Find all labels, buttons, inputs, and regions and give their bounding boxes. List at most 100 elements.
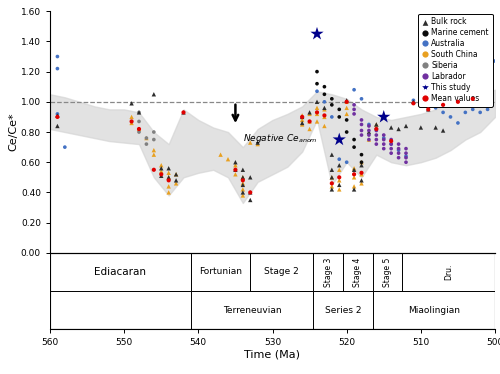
Point bbox=[372, 141, 380, 147]
Point bbox=[164, 174, 172, 180]
Point bbox=[158, 168, 166, 174]
Point bbox=[410, 97, 418, 103]
Point bbox=[358, 170, 366, 176]
Point bbox=[246, 140, 254, 145]
Point bbox=[358, 152, 366, 158]
Point bbox=[380, 135, 388, 141]
Point bbox=[350, 111, 358, 117]
Point bbox=[358, 117, 366, 123]
Point bbox=[336, 182, 344, 188]
Point bbox=[320, 114, 328, 120]
Point bbox=[417, 125, 425, 131]
Point bbox=[54, 123, 62, 129]
Point bbox=[417, 99, 425, 105]
Point bbox=[54, 111, 62, 117]
Point bbox=[313, 31, 321, 37]
Point bbox=[372, 122, 380, 128]
Point bbox=[469, 96, 477, 102]
Point bbox=[358, 171, 366, 177]
Point bbox=[172, 171, 180, 177]
Point bbox=[254, 141, 262, 147]
Point bbox=[336, 167, 344, 173]
Text: Series 2: Series 2 bbox=[324, 306, 361, 315]
Point bbox=[150, 137, 158, 142]
Point bbox=[350, 174, 358, 180]
Point bbox=[387, 150, 395, 156]
Point bbox=[342, 117, 350, 123]
Point bbox=[164, 174, 172, 180]
Point bbox=[432, 105, 440, 111]
Point bbox=[462, 61, 469, 67]
Point bbox=[358, 159, 366, 165]
Point bbox=[232, 162, 239, 168]
Point bbox=[180, 110, 188, 116]
Point bbox=[180, 110, 188, 116]
Point bbox=[320, 105, 328, 111]
Point bbox=[128, 100, 136, 106]
Point bbox=[336, 162, 344, 168]
Point bbox=[336, 186, 344, 192]
Point bbox=[142, 141, 150, 147]
Point bbox=[320, 84, 328, 90]
Point bbox=[135, 119, 143, 125]
Point bbox=[232, 159, 239, 165]
Point bbox=[342, 99, 350, 105]
Point bbox=[135, 110, 143, 116]
Point bbox=[387, 145, 395, 151]
Text: Stage 3: Stage 3 bbox=[324, 257, 332, 286]
Point bbox=[484, 102, 492, 108]
Point bbox=[372, 132, 380, 138]
Point bbox=[142, 135, 150, 141]
Point bbox=[246, 174, 254, 180]
Point bbox=[313, 99, 321, 105]
Text: Fortunian: Fortunian bbox=[199, 267, 242, 276]
Bar bbox=[402, 253, 495, 291]
Point bbox=[320, 106, 328, 112]
Point bbox=[158, 171, 166, 177]
Point bbox=[365, 132, 373, 138]
Point bbox=[402, 153, 410, 159]
Point bbox=[342, 159, 350, 165]
Point bbox=[454, 99, 462, 105]
Point bbox=[365, 137, 373, 142]
Point bbox=[342, 105, 350, 111]
Point bbox=[372, 137, 380, 142]
Point bbox=[469, 106, 477, 112]
Point bbox=[380, 145, 388, 151]
Point bbox=[350, 87, 358, 93]
Point bbox=[410, 99, 418, 105]
Point bbox=[135, 110, 143, 116]
Point bbox=[342, 99, 350, 105]
Point bbox=[246, 189, 254, 195]
Point bbox=[128, 120, 136, 126]
Point bbox=[172, 180, 180, 186]
Point bbox=[150, 129, 158, 135]
Point bbox=[232, 167, 239, 173]
Point bbox=[336, 114, 344, 120]
Text: Dru.: Dru. bbox=[444, 264, 453, 280]
Point bbox=[224, 156, 232, 162]
Point bbox=[372, 126, 380, 132]
Point bbox=[298, 117, 306, 123]
Point bbox=[254, 140, 262, 145]
Point bbox=[454, 120, 462, 126]
Point bbox=[372, 126, 380, 132]
Point bbox=[446, 114, 454, 120]
Point bbox=[342, 129, 350, 135]
Point bbox=[313, 88, 321, 94]
Point bbox=[365, 128, 373, 134]
Point bbox=[358, 132, 366, 138]
Point bbox=[246, 189, 254, 195]
Point bbox=[164, 183, 172, 189]
Point bbox=[358, 159, 366, 165]
Point bbox=[350, 144, 358, 150]
Point bbox=[158, 162, 166, 168]
Point bbox=[54, 113, 62, 119]
Point bbox=[239, 186, 247, 192]
Bar bbox=[50, 253, 191, 291]
Point bbox=[313, 110, 321, 116]
Point bbox=[306, 110, 314, 116]
Point bbox=[306, 126, 314, 132]
Point bbox=[394, 155, 402, 161]
Point bbox=[342, 111, 350, 117]
